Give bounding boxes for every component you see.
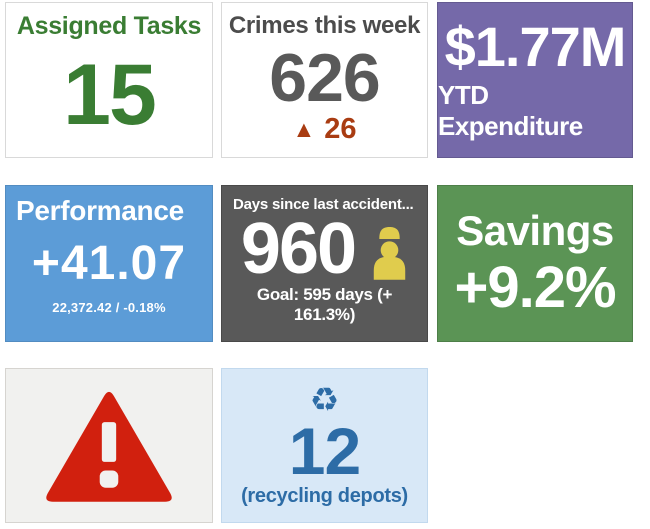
crimes-title: Crimes this week	[228, 12, 421, 39]
expenditure-label: YTD Expenditure	[438, 80, 583, 142]
card-warning	[5, 368, 213, 523]
crimes-delta-value: 26	[324, 113, 357, 145]
accident-value: 960	[240, 209, 357, 289]
performance-detail: 22,372.42 / -0.18%	[52, 300, 166, 315]
expenditure-value: $1.77M	[444, 14, 627, 78]
card-performance: Performance +41.07 22,372.42 / -0.18%	[5, 185, 213, 342]
crimes-delta: ▲ 26	[222, 115, 427, 144]
person-icon	[373, 227, 406, 280]
assigned-tasks-title: Assigned Tasks	[16, 12, 202, 40]
card-assigned-tasks: Assigned Tasks 15	[5, 2, 213, 158]
card-ytd-expenditure: $1.77M YTD Expenditure	[437, 2, 633, 158]
accident-goal: Goal: 595 days (+ 161.3%)	[256, 285, 393, 324]
recycle-icon: ♻	[309, 380, 340, 419]
assigned-tasks-value: 15	[63, 47, 157, 143]
card-savings: Savings +9.2%	[437, 185, 633, 342]
warning-icon	[46, 391, 172, 502]
card-days-since-accident: Days since last accident... 960 Goal: 59…	[221, 185, 428, 342]
performance-title: Performance	[16, 195, 184, 226]
savings-title: Savings	[456, 207, 614, 255]
crimes-value: 626	[269, 39, 380, 116]
performance-value: +41.07	[31, 236, 187, 290]
recycling-label: (recycling depots)	[241, 485, 408, 507]
up-triangle-icon: ▲	[292, 116, 316, 142]
card-crimes-this-week: Crimes this week 626 ▲ 26	[221, 2, 428, 158]
accident-value-row: 960	[233, 213, 416, 285]
card-recycling-depots: ♻ 12 (recycling depots)	[221, 368, 428, 523]
recycling-value: 12	[288, 413, 361, 488]
savings-value: +9.2%	[454, 254, 616, 320]
accident-title: Days since last accident...	[233, 196, 414, 213]
